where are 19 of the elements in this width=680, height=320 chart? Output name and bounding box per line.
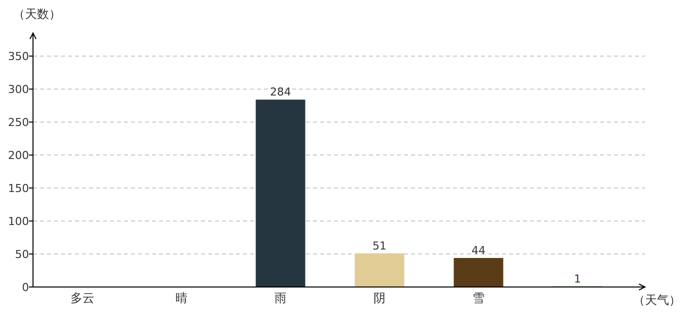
x-tick-label: 多云 <box>70 291 94 305</box>
y-axis-title: （天数） <box>13 7 61 21</box>
y-tick-label: 50 <box>15 248 29 262</box>
y-tick-label: 150 <box>8 182 29 196</box>
x-tick-label: 雨 <box>274 291 286 305</box>
y-tick-label: 250 <box>8 116 29 130</box>
x-tick-label: 阴 <box>374 291 386 305</box>
data-label: 44 <box>472 244 486 257</box>
y-tick-label: 350 <box>8 50 29 64</box>
y-tick-label: 0 <box>22 281 29 294</box>
y-tick-label: 100 <box>8 215 29 228</box>
y-tick-label: 200 <box>8 149 29 162</box>
data-label: 51 <box>372 239 386 252</box>
y-tick-label: 300 <box>8 83 29 96</box>
x-tick-label: 雪 <box>472 291 484 305</box>
x-axis-title: （天气） <box>633 293 680 307</box>
data-label: 284 <box>270 86 291 99</box>
x-tick-label: 晴 <box>176 291 188 305</box>
data-label: 1 <box>574 272 581 286</box>
